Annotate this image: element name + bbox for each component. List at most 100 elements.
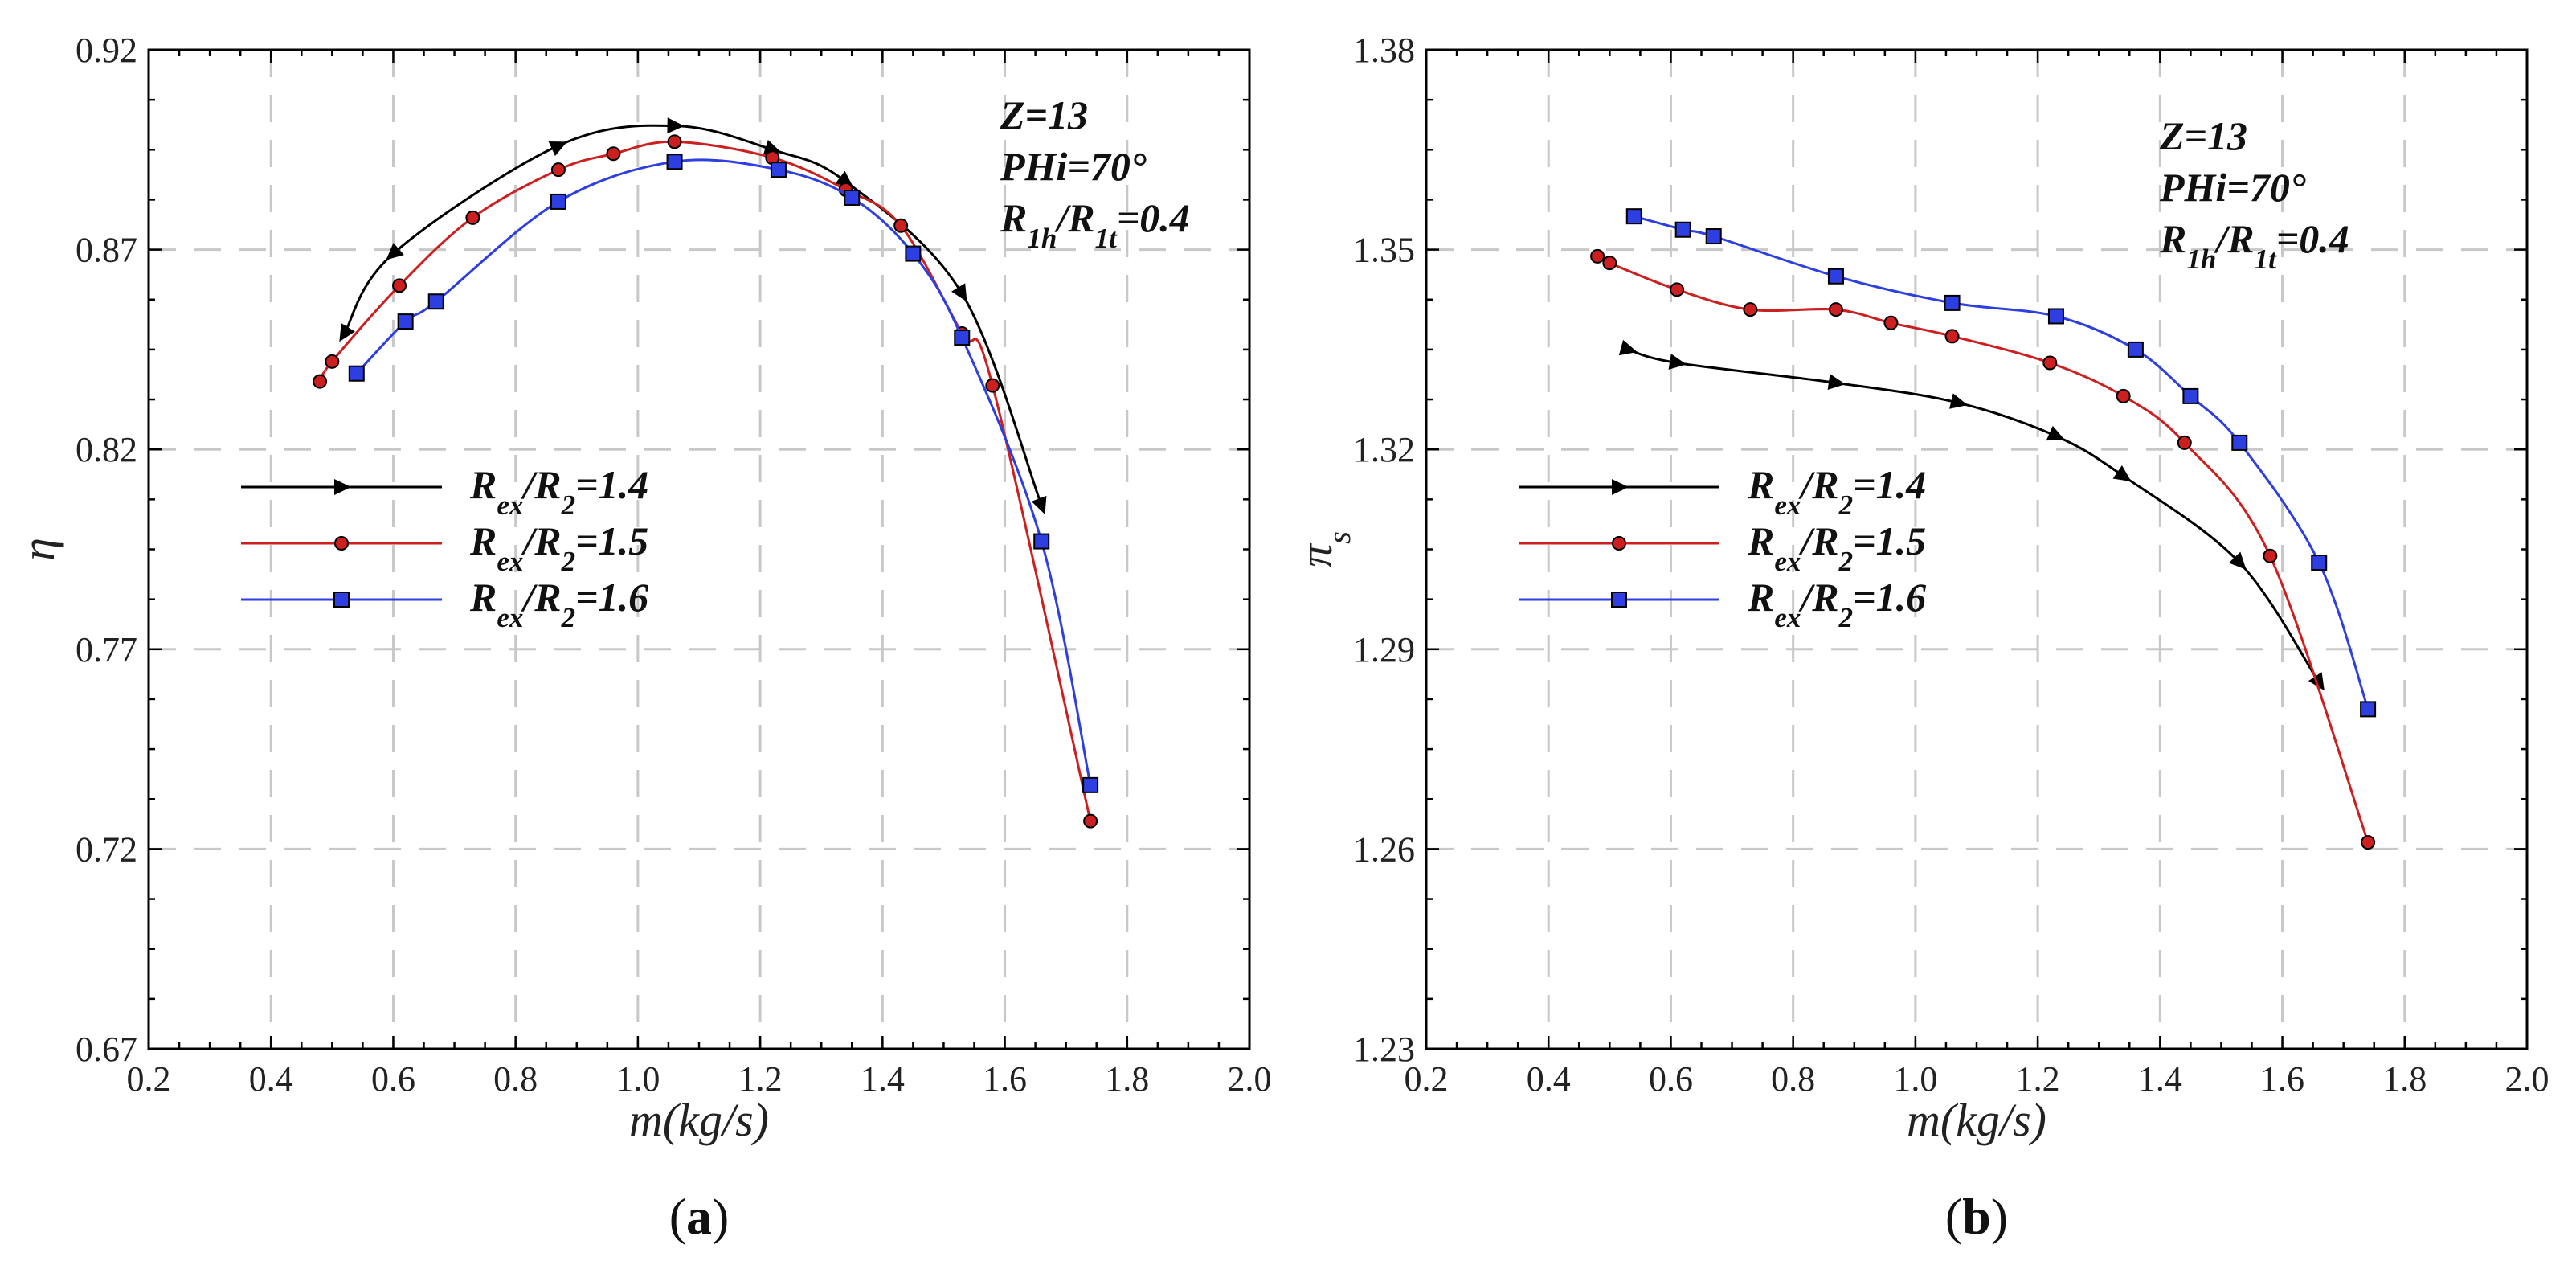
x-tick-label: 0.4 <box>1527 1059 1571 1099</box>
data-point <box>951 283 967 302</box>
data-point <box>1949 393 1968 409</box>
data-point <box>2231 434 2248 451</box>
annotation-2: R1h/R1t=0.4 <box>2159 216 2349 275</box>
data-point <box>548 141 567 157</box>
data-point <box>606 146 621 162</box>
data-point <box>550 162 566 178</box>
data-point <box>2263 548 2278 563</box>
x-tick-label: 0.8 <box>493 1059 538 1099</box>
legend-label: Rex/R2=1.6 <box>1747 575 1926 633</box>
annotation-1: PHi=70° <box>1000 144 1147 189</box>
panel-label: (b) <box>1945 1188 2008 1245</box>
data-point <box>666 154 683 170</box>
data-point <box>1705 228 1722 245</box>
data-point <box>397 313 414 330</box>
data-point <box>2046 425 2065 441</box>
y-tick-label: 1.23 <box>1353 1030 1415 1069</box>
data-point <box>763 139 782 156</box>
x-tick-label: 0.6 <box>1649 1059 1693 1099</box>
data-point <box>893 218 909 233</box>
x-tick-label: 1.0 <box>615 1059 660 1099</box>
legend-label: Rex/R2=1.4 <box>1747 462 1926 521</box>
data-point <box>1668 354 1687 370</box>
y-tick-label: 0.82 <box>76 430 137 469</box>
series-line <box>318 140 1092 821</box>
x-axis-label: m(kg/s) <box>1907 1094 2046 1146</box>
series-1 <box>313 134 1098 829</box>
x-tick-label: 0.2 <box>127 1059 171 1099</box>
series-line <box>355 158 1092 786</box>
x-tick-label: 1.6 <box>2260 1059 2304 1099</box>
data-point <box>667 134 682 149</box>
data-point <box>2042 355 2058 371</box>
data-point <box>386 243 404 260</box>
data-point <box>1602 256 1617 271</box>
data-point <box>313 374 328 389</box>
data-point <box>1033 533 1050 550</box>
legend-entry: Rex/R2=1.4 <box>1519 462 1926 521</box>
data-point <box>427 293 444 310</box>
data-point <box>1083 813 1098 829</box>
y-tick-label: 0.67 <box>76 1030 137 1069</box>
x-tick-label: 1.2 <box>2016 1059 2060 1099</box>
x-axis-label: m(kg/s) <box>629 1094 769 1146</box>
legend-label: Rex/R2=1.5 <box>469 518 648 577</box>
x-tick-label: 1.4 <box>861 1059 905 1099</box>
series-2 <box>1625 208 2377 718</box>
series-0 <box>339 117 1047 515</box>
data-point <box>1944 294 1961 311</box>
data-point <box>2177 435 2192 450</box>
legend-marker <box>333 592 350 608</box>
x-tick-label: 0.6 <box>371 1059 415 1099</box>
data-point <box>550 193 566 210</box>
x-tick-label: 1.0 <box>1893 1059 1937 1099</box>
data-point <box>954 329 971 346</box>
legend-marker <box>1611 592 1627 608</box>
data-point <box>2360 701 2377 718</box>
data-point <box>1590 248 1605 264</box>
data-point <box>905 245 922 262</box>
y-tick-label: 1.26 <box>1353 829 1415 869</box>
data-point <box>348 365 365 382</box>
panel-label: (a) <box>669 1188 730 1245</box>
y-axis-label: πs <box>1290 531 1357 567</box>
data-point <box>465 210 480 225</box>
legend-entry: Rex/R2=1.4 <box>241 462 648 521</box>
annotation-0: Z=13 <box>2159 113 2247 158</box>
annotation-2: R1h/R1t=0.4 <box>1000 195 1190 254</box>
data-point <box>2047 308 2064 325</box>
data-point <box>2116 388 2131 403</box>
y-tick-label: 1.32 <box>1353 430 1415 469</box>
legend-marker <box>1612 536 1626 551</box>
data-point <box>2228 551 2247 570</box>
data-point <box>2112 465 2132 482</box>
data-point <box>1674 221 1691 238</box>
data-point <box>1827 268 1844 285</box>
data-point <box>2311 555 2328 571</box>
y-tick-label: 1.38 <box>1353 31 1415 70</box>
x-tick-label: 0.4 <box>249 1059 293 1099</box>
y-tick-label: 0.92 <box>76 31 137 70</box>
chart-panel-a: 0.2 0.4 0.6 0.8 1.0 1.2 1.4 1.6 1.8 2.0 0.67 0.72 0.… <box>12 31 1272 1245</box>
legend-label: Rex/R2=1.4 <box>469 462 648 521</box>
x-tick-label: 0.8 <box>1771 1059 1815 1099</box>
data-point <box>325 354 340 369</box>
data-point <box>1031 495 1047 515</box>
legend-entry: Rex/R2=1.6 <box>241 575 648 633</box>
series-line <box>1627 348 2320 684</box>
data-point <box>2361 835 2376 850</box>
data-point <box>1670 282 1685 297</box>
data-point <box>339 323 355 342</box>
data-point <box>2182 387 2199 404</box>
data-point <box>1828 302 1843 317</box>
data-point <box>1082 776 1099 793</box>
data-point <box>1743 302 1758 317</box>
series-2 <box>348 154 1099 793</box>
series-line <box>1634 215 2370 710</box>
y-tick-label: 1.29 <box>1353 630 1415 669</box>
data-point <box>985 378 1000 393</box>
data-point <box>392 278 407 293</box>
annotation-1: PHi=70° <box>2159 165 2306 210</box>
